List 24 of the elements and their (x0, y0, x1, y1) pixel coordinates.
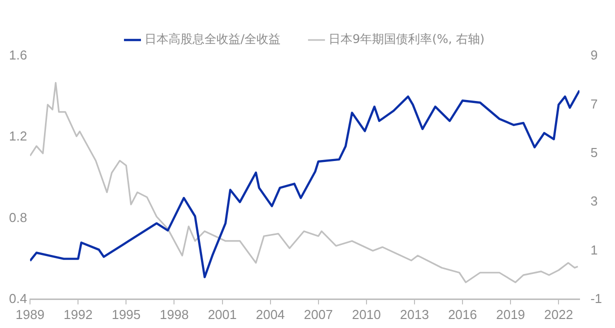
y-tick-label: 0.8 (8, 210, 28, 225)
y2-tick-label: 9 (590, 48, 598, 63)
x-tick-label: 2013 (400, 306, 429, 322)
x-tick-label: 1998 (160, 306, 189, 322)
y-tick-label: 1.6 (8, 48, 28, 63)
y2-tick-label: 7 (590, 96, 598, 112)
legend-label: 日本9年期国债利率(%, 右轴) (328, 32, 485, 46)
x-tick-label: 1992 (64, 306, 93, 322)
y2-tick-label: -1 (590, 290, 602, 306)
x-tick-label: 1995 (112, 306, 141, 322)
x-tick-label: 2022 (544, 306, 574, 322)
y2-tick-label: 1 (590, 242, 598, 258)
y2-tick-label: 5 (590, 144, 598, 160)
y-tick-label: 0.4 (8, 290, 28, 306)
x-tick-label: 2010 (352, 306, 381, 322)
y-tick-label: 1.2 (8, 128, 28, 144)
legend-label: 日本高股息全收益/全收益 (144, 32, 281, 46)
x-tick-label: 2004 (256, 306, 285, 322)
y2-tick-label: 3 (590, 194, 598, 209)
x-tick-label: 2001 (208, 306, 237, 322)
x-tick-label: 2019 (496, 306, 526, 322)
x-tick-label: 2016 (448, 306, 477, 322)
x-tick-label: 1989 (16, 306, 45, 322)
x-tick-label: 2007 (304, 306, 333, 322)
